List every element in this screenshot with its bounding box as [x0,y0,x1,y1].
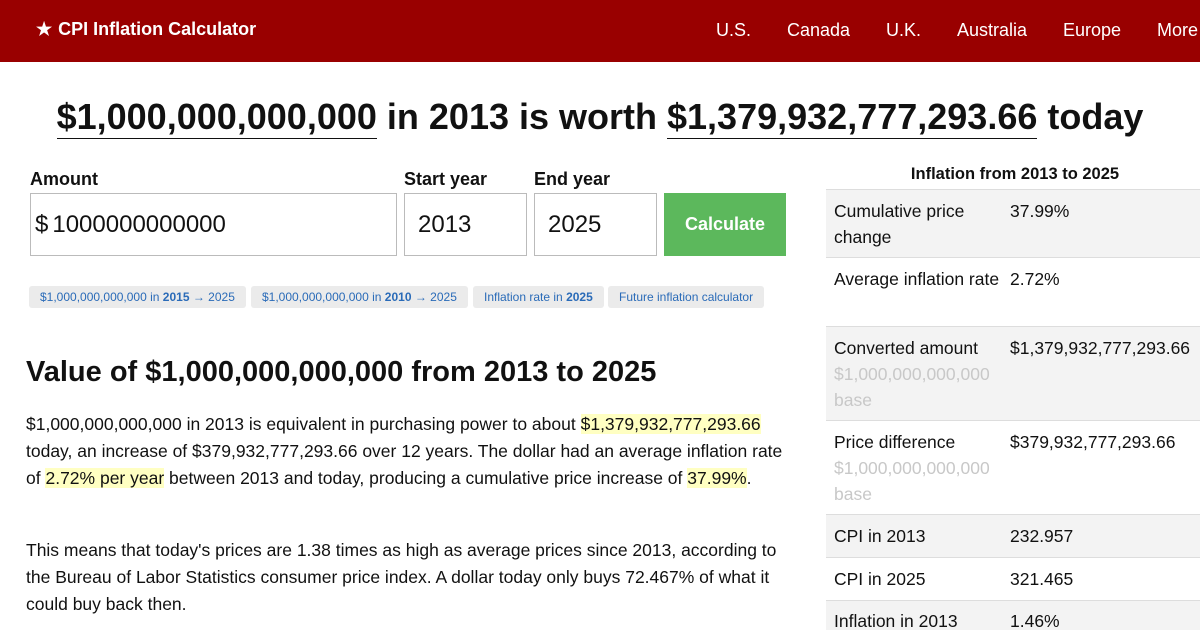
row-label-text: Price difference [834,432,956,452]
summary-paragraph: $1,000,000,000,000 in 2013 is equivalent… [26,411,796,492]
summary-text: today, an increase of $379,932,777,293.6… [26,441,783,488]
calculate-button[interactable]: Calculate [664,193,786,256]
nav-link-more[interactable]: More [1157,20,1199,40]
row-label: Average inflation rate [834,269,1000,289]
table-row: Price difference $1,000,000,000,000 base… [826,420,1200,514]
row-value: $1,379,932,777,293.66 [1010,338,1191,358]
nav-link-uk[interactable]: U.K. [886,20,922,40]
table-row: CPI in 2025 321.465 [826,557,1200,600]
row-label: Inflation in 2013 [834,611,958,630]
explanation-paragraph: This means that today's prices are 1.38 … [26,540,777,614]
headline-end: today [1047,96,1144,137]
headline-worth: $1,379,932,777,293.66 [667,96,1038,139]
end-year-label: End year [534,169,611,189]
quick-link-text: $1,000,000,000,000 in [262,290,382,304]
currency-symbol: $ [35,210,49,238]
quick-link-year: 2025 [566,290,593,304]
quick-link-year: 2015 [162,290,190,304]
quick-link-text: $1,000,000,000,000 in [40,290,160,304]
row-label: Price difference $1,000,000,000,000 base [834,429,1006,507]
quick-link-inflation-rate[interactable]: Inflation rate in 2025 [473,286,604,308]
quick-link-text: Future inflation calculator [619,290,754,304]
nav-link-australia[interactable]: Australia [957,20,1028,40]
star-icon: ★ [36,19,53,39]
table-row: Converted amount $1,000,000,000,000 base… [826,326,1200,420]
row-label: Converted amount $1,000,000,000,000 base [834,335,1006,413]
start-year-input[interactable] [418,210,526,239]
quick-link-2015[interactable]: $1,000,000,000,000 in 2015 → 2025 [29,286,246,308]
quick-link-future-calculator[interactable]: Future inflation calculator [608,286,765,308]
highlight-average-rate: 2.72% per year [45,468,165,488]
table-row: CPI in 2013 232.957 [826,514,1200,557]
amount-field[interactable]: $ [30,193,397,256]
amount-label: Amount [30,169,98,189]
row-sublabel: $1,000,000,000,000 base [834,458,990,504]
row-label: CPI in 2025 [834,569,926,589]
sidebar-title: Inflation from 2013 to 2025 [910,165,1120,183]
nav-link-canada[interactable]: Canada [787,20,851,40]
quick-link-target: → 2025 [192,290,235,304]
summary-text: $1,000,000,000,000 in 2013 is equivalent… [26,414,576,434]
table-row: Average inflation rate 2.72% [826,257,1200,326]
end-year-field[interactable] [534,193,657,256]
region-nav: U.S. Canada U.K. Australia Europe More [0,20,1200,44]
summary-period: . [746,468,752,488]
highlight-cumulative-change: 37.99% [687,468,747,488]
row-value: 321.465 [1010,569,1074,589]
headline-amount: $1,000,000,000,000 [56,96,377,139]
start-year-label: Start year [404,169,488,189]
table-row: Inflation in 2013 1.46% [826,600,1200,630]
nav-link-us[interactable]: U.S. [716,20,752,40]
row-label-text: Converted amount [834,338,978,358]
quick-link-year: 2010 [384,290,412,304]
row-label: CPI in 2013 [834,526,926,546]
row-value: $379,932,777,293.66 [1010,432,1176,452]
row-sublabel: $1,000,000,000,000 base [834,364,990,410]
start-year-field[interactable] [404,193,527,256]
row-value: 232.957 [1010,526,1074,546]
table-row: Cumulative price change 37.99% [826,189,1200,257]
summary-text: between 2013 and today, producing a cumu… [169,468,683,488]
site-title[interactable]: CPI Inflation Calculator [58,19,257,39]
nav-link-europe[interactable]: Europe [1063,20,1122,40]
row-value: 2.72% [1010,269,1060,289]
row-value: 37.99% [1010,201,1070,221]
quick-link-2010[interactable]: $1,000,000,000,000 in 2010 → 2025 [251,286,468,308]
site-logo-link[interactable]: ★ CPI Inflation Calculator [36,19,256,40]
page-title: $1,000,000,000,000 in 2013 is worth $1,3… [0,96,1200,139]
row-label: Cumulative price change [834,201,965,247]
top-navbar: ★ CPI Inflation Calculator U.S. Canada U.… [0,0,1200,62]
quick-link-text: Inflation rate in [484,290,563,304]
article-heading: Value of $1,000,000,000,000 from 2013 to… [26,356,657,388]
row-value: 1.46% [1010,611,1060,630]
amount-input[interactable] [52,210,396,239]
quick-link-target: → 2025 [414,290,457,304]
end-year-input[interactable] [548,210,656,239]
highlight-converted-amount: $1,379,932,777,293.66 [580,414,761,434]
headline-middle: in 2013 is worth [386,96,657,137]
